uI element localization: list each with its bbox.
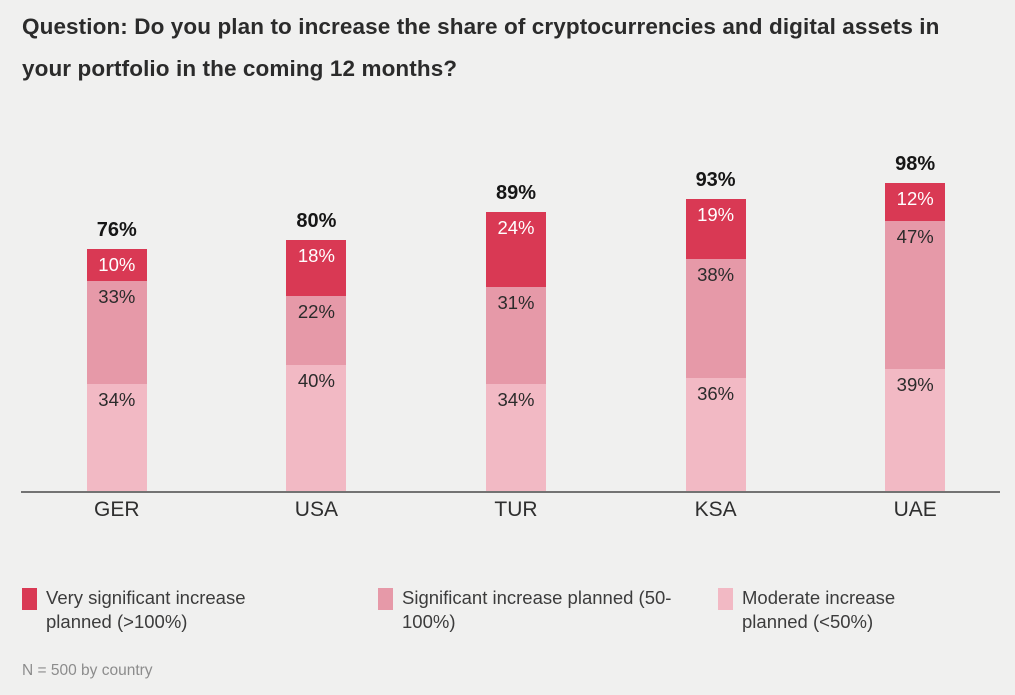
bar-segment-series-1: 33%	[86, 280, 147, 385]
bar-segment-value-label: 12%	[896, 188, 934, 210]
x-axis-labels: GER USA TUR KSA UAE	[17, 498, 1015, 522]
bar-total-label: 89%	[495, 181, 536, 204]
bar-total-label: 76%	[96, 219, 137, 242]
bar-total-label: 98%	[895, 153, 936, 176]
stacked-bar: 24% 31% 34%	[485, 211, 546, 491]
bar-segment-value-label: 24%	[497, 216, 535, 238]
bar-segment-series-2: 40%	[286, 365, 347, 491]
bar-segment-value-label: 18%	[297, 244, 335, 266]
bar-segment-series-1: 38%	[685, 258, 746, 378]
bar-segment-series-2: 34%	[86, 384, 147, 491]
stacked-bar: 19% 38% 36%	[685, 199, 746, 491]
category-label-usa: USA	[294, 498, 338, 521]
bar-segment-value-label: 31%	[497, 291, 535, 313]
legend-label: Moderate increase planned (<50%)	[742, 587, 896, 632]
bar-segment-value-label: 40%	[297, 370, 335, 392]
legend-item-significant: Significant increase planned (50-100%)	[378, 586, 718, 633]
category-label-uae: UAE	[893, 498, 937, 521]
legend-label: Very significant increase planned (>100%…	[46, 587, 246, 632]
bar-segment-series-2: 39%	[885, 368, 946, 491]
bar-segment-value-label: 33%	[98, 285, 136, 307]
bar-segment-value-label: 38%	[697, 263, 735, 285]
bar-column-tur: 89% 24% 31% 34%	[416, 139, 616, 491]
bar-segment-series-1: 31%	[485, 286, 546, 385]
bar-segment-series-0: 10%	[86, 249, 147, 281]
bar-total-label: 80%	[296, 209, 337, 232]
chart-title: Question: Do you plan to increase the sh…	[22, 14, 940, 81]
bar-segment-value-label: 19%	[697, 204, 735, 225]
legend-swatch-very-significant	[22, 588, 37, 610]
bar-segment-value-label: 34%	[497, 389, 535, 411]
bar-segment-value-label: 10%	[98, 254, 136, 276]
stacked-bar: 18% 22% 40%	[286, 239, 347, 491]
bar-total-label: 93%	[695, 169, 736, 191]
chart-legend: Very significant increase planned (>100%…	[22, 586, 947, 633]
bar-segment-value-label: 36%	[697, 382, 735, 404]
bar-segment-series-0: 19%	[685, 199, 746, 259]
bar-column-uae: 98% 12% 47% 39%	[815, 139, 1015, 491]
bar-column-ger: 76% 10% 33% 34%	[17, 139, 217, 491]
legend-swatch-significant	[378, 588, 393, 610]
bar-segment-value-label: 47%	[896, 225, 934, 247]
category-label-tur: TUR	[494, 498, 538, 521]
legend-item-moderate: Moderate increase planned (<50%)	[718, 586, 947, 633]
stacked-bar: 10% 33% 34%	[86, 249, 147, 491]
bar-segment-series-0: 12%	[885, 183, 946, 221]
bar-column-usa: 80% 18% 22% 40%	[217, 139, 417, 491]
stacked-bar-chart: 76% 10% 33% 34% 80% 18% 22% 40% 89% 24% 31% 34% 93% 1…	[17, 139, 1015, 491]
x-axis-line	[21, 491, 1000, 493]
sample-size-note: N = 500 by country	[22, 662, 153, 679]
bar-segment-series-0: 18%	[286, 239, 347, 297]
bar-column-ksa: 93% 19% 38% 36%	[616, 139, 816, 491]
bar-segment-value-label: 39%	[896, 373, 934, 395]
bar-segment-value-label: 22%	[297, 301, 335, 323]
legend-item-very-significant: Very significant increase planned (>100%…	[22, 586, 378, 633]
bar-segment-series-1: 22%	[286, 296, 347, 366]
bar-segment-series-1: 47%	[885, 220, 946, 369]
bar-segment-value-label: 34%	[98, 389, 136, 411]
legend-label: Significant increase planned (50-100%)	[402, 587, 672, 632]
legend-swatch-moderate	[718, 588, 733, 610]
category-label-ksa: KSA	[694, 498, 737, 521]
bar-segment-series-2: 36%	[685, 377, 746, 491]
bar-segment-series-0: 24%	[485, 211, 546, 287]
bar-segment-series-2: 34%	[485, 384, 546, 491]
category-label-ger: GER	[94, 498, 140, 521]
stacked-bar: 12% 47% 39%	[885, 183, 946, 491]
